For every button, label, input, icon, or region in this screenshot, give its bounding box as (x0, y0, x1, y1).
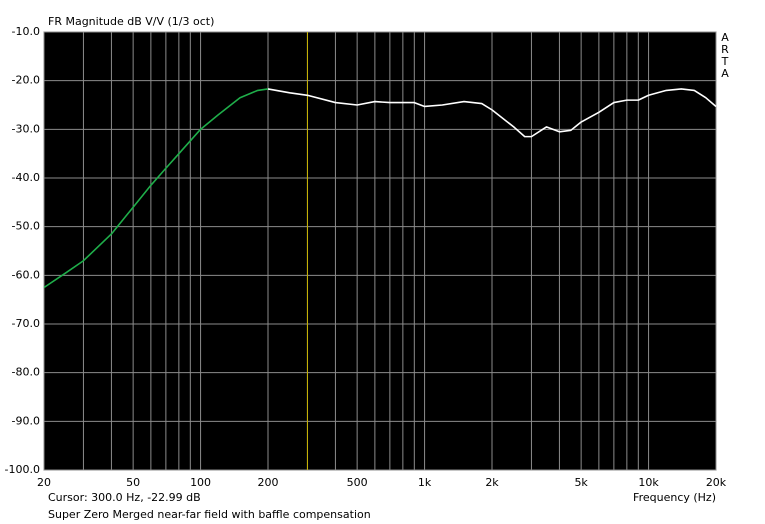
response-curve (43, 88, 269, 289)
y-tick-label: -60.0 (12, 268, 40, 281)
x-tick-label: 20k (706, 476, 727, 489)
y-tick-label: -70.0 (12, 317, 40, 330)
x-tick-label: 2k (485, 476, 499, 489)
y-tick-label: -20.0 (12, 74, 40, 87)
x-tick-label: 1k (418, 476, 432, 489)
y-tick-label: -50.0 (12, 220, 40, 233)
x-tick-label: 10k (638, 476, 659, 489)
cursor-readout: Cursor: 300.0 Hz, -22.99 dB (48, 491, 201, 504)
chart-title: FR Magnitude dB V/V (1/3 oct) (48, 15, 214, 28)
x-tick-label: 5k (574, 476, 588, 489)
x-tick-label: 20 (37, 476, 51, 489)
y-tick-label: -90.0 (12, 414, 40, 427)
x-tick-label: 100 (190, 476, 211, 489)
plot-area (43, 31, 717, 471)
y-tick-label: -30.0 (12, 122, 40, 135)
y-tick-label: -80.0 (12, 366, 40, 379)
response-curve (267, 88, 717, 138)
x-tick-label: 500 (347, 476, 368, 489)
x-axis-label: Frequency (Hz) (633, 491, 716, 504)
x-tick-label: 50 (126, 476, 140, 489)
y-tick-label: -100.0 (5, 463, 40, 476)
x-tick-label: 200 (258, 476, 279, 489)
y-tick-label: -10.0 (12, 25, 40, 38)
y-tick-label: -40.0 (12, 171, 40, 184)
caption: Super Zero Merged near-far field with ba… (48, 508, 371, 521)
